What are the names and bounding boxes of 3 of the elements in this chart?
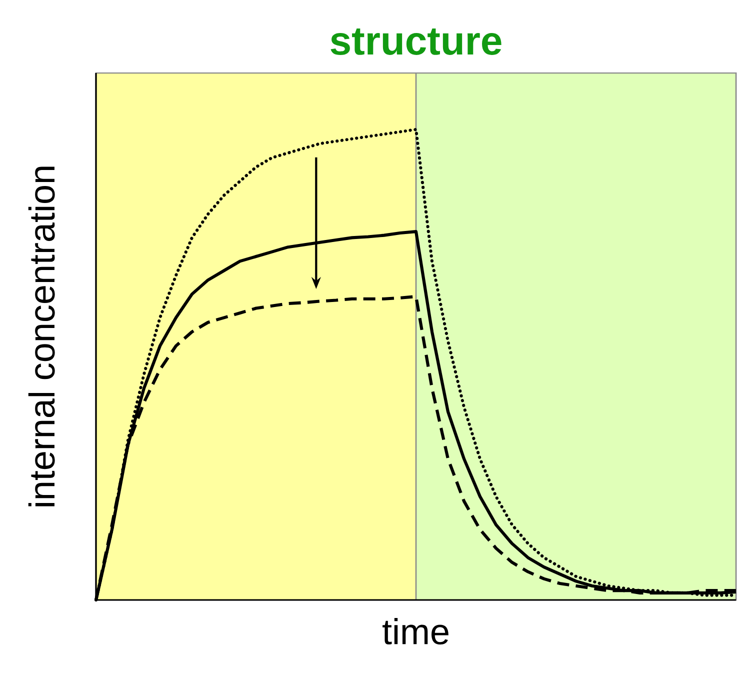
y-axis-title: internal concentration (28, 166, 55, 506)
x-axis-title: time (382, 618, 448, 644)
chart-title: structure (330, 28, 502, 55)
